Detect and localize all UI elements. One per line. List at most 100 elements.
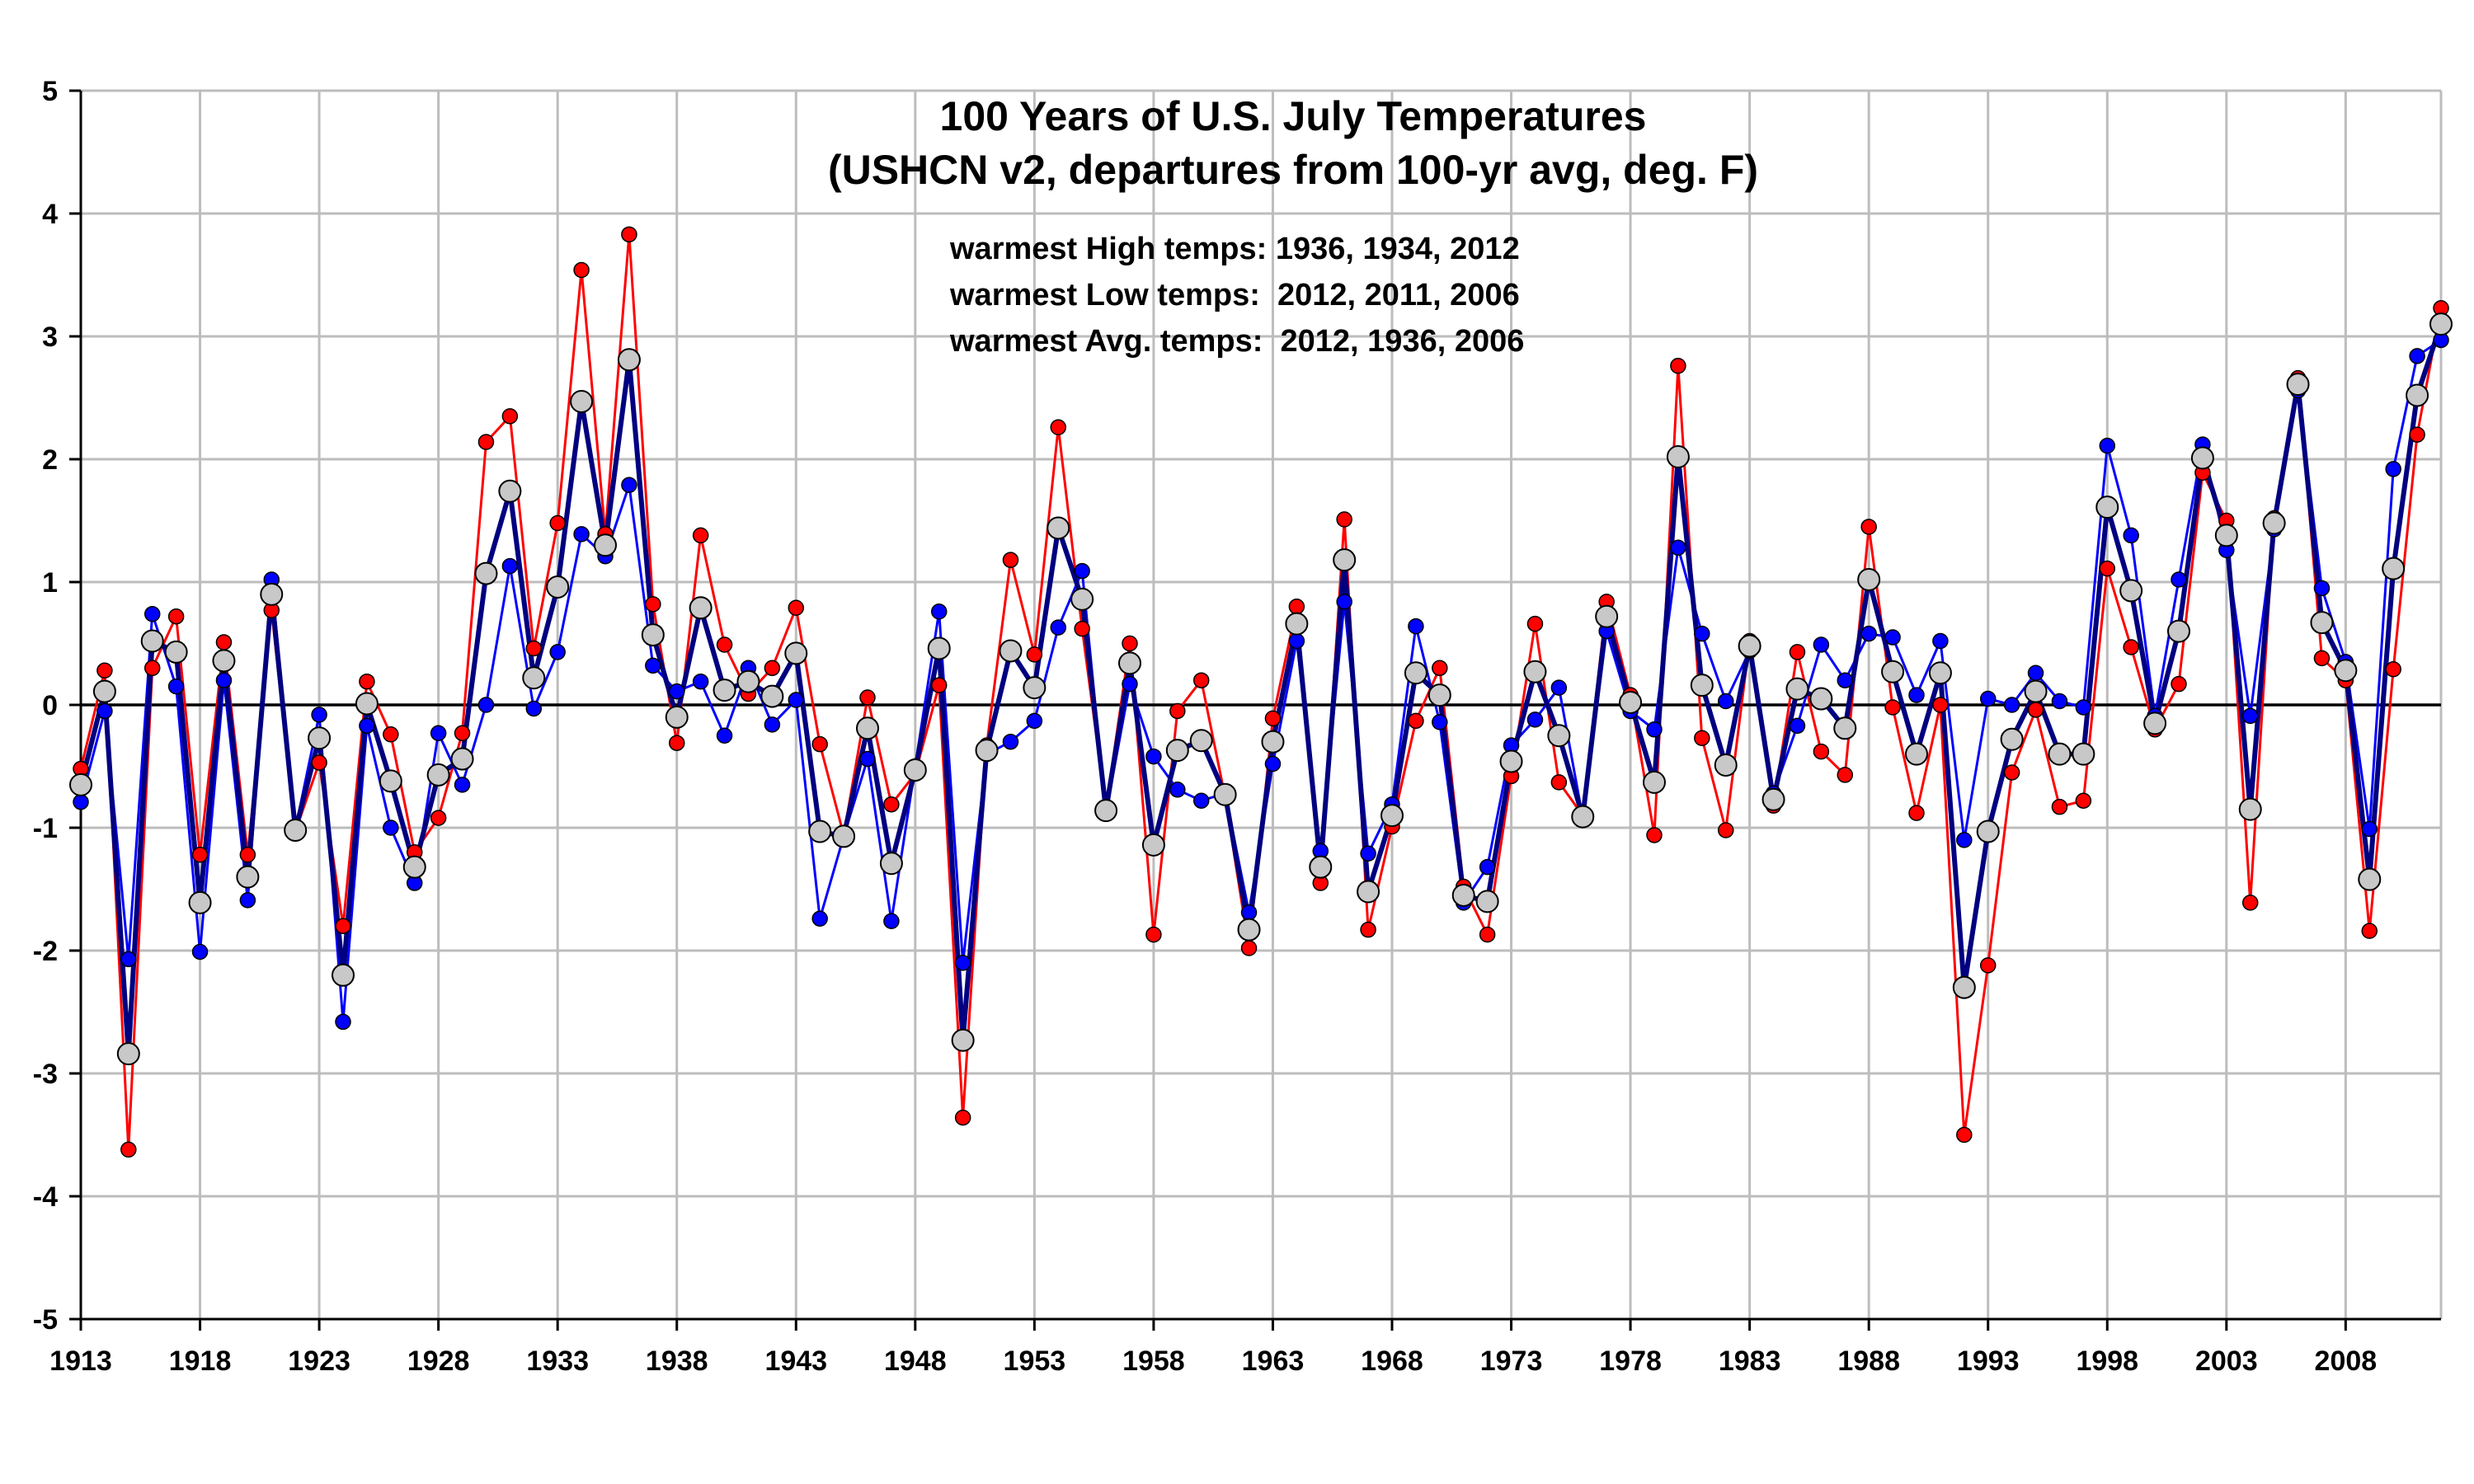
data-point-avg	[1118, 651, 1141, 675]
data-point-avg	[808, 819, 832, 843]
data-point-avg	[498, 479, 522, 503]
x-tick-label: 1948	[884, 1345, 947, 1377]
data-point-low	[1670, 539, 1686, 556]
data-point-avg	[689, 596, 713, 620]
data-point-avg	[832, 824, 856, 848]
data-point-avg	[1523, 660, 1547, 683]
annotation-avg-temps: warmest Avg. temps: 2012, 1936, 2006	[949, 324, 1524, 359]
data-point-low	[73, 793, 89, 810]
data-point-avg	[1952, 975, 1976, 999]
chart-title: 100 Years of U.S. July Temperatures	[940, 93, 1647, 139]
data-point-high	[859, 689, 876, 706]
data-point-low	[501, 557, 519, 575]
data-point-high	[883, 796, 900, 813]
data-point-avg	[1285, 612, 1309, 636]
data-point-low	[167, 678, 185, 695]
y-tick-label: -1	[33, 813, 58, 844]
data-point-high	[1122, 635, 1138, 652]
data-point-avg	[1475, 890, 1499, 913]
data-point-avg	[1928, 661, 1952, 685]
data-point-low	[1789, 717, 1806, 735]
series-line-low	[79, 339, 2442, 1023]
data-point-high	[1837, 767, 1854, 783]
data-point-low	[692, 673, 709, 690]
data-point-high	[167, 608, 185, 625]
y-tick-label: 3	[42, 322, 58, 353]
data-point-avg	[212, 649, 236, 673]
data-point-high	[1074, 620, 1090, 637]
data-point-high	[120, 1141, 137, 1158]
x-tick-label: 1988	[1837, 1345, 1900, 1377]
data-point-avg	[1881, 660, 1905, 683]
data-point-low	[2099, 437, 2116, 454]
data-point-avg	[522, 666, 546, 690]
data-point-high	[1288, 599, 1305, 615]
data-point-high	[191, 847, 209, 863]
data-point-high	[430, 810, 447, 826]
data-point-avg	[856, 716, 879, 740]
data-point-avg	[164, 640, 188, 664]
data-point-high	[2123, 639, 2139, 655]
data-point-avg	[1857, 568, 1881, 592]
data-point-high	[1884, 699, 1901, 716]
data-point-avg	[2238, 797, 2262, 821]
data-point-avg	[236, 865, 260, 889]
data-point-low	[143, 605, 161, 622]
data-point-avg	[1141, 833, 1165, 857]
data-point-high	[1813, 743, 1830, 760]
data-point-avg	[1809, 687, 1833, 711]
data-point-avg	[2119, 579, 2143, 603]
data-point-avg	[1357, 880, 1380, 904]
data-point-low	[549, 644, 566, 660]
data-point-avg	[2000, 727, 2024, 751]
data-point-avg	[1905, 742, 1928, 766]
data-point-avg	[2095, 495, 2119, 519]
data-point-high	[2099, 560, 2116, 577]
data-point-high	[1002, 552, 1019, 568]
data-point-low	[1192, 792, 1210, 809]
data-point-avg	[1333, 548, 1357, 572]
data-point-low	[2075, 699, 2092, 716]
data-point-avg	[2310, 611, 2334, 635]
data-point-avg	[2382, 556, 2406, 580]
y-tick-label: -3	[33, 1059, 58, 1090]
data-point-low	[1479, 858, 1496, 876]
data-point-avg	[2406, 383, 2429, 407]
data-point-high	[2075, 792, 2092, 809]
y-tick-label: 5	[42, 76, 58, 107]
y-tick-label: 0	[42, 690, 58, 721]
data-point-low	[1145, 748, 1162, 765]
data-point-avg	[2262, 511, 2286, 535]
data-point-avg	[2024, 679, 2048, 703]
data-point-avg	[188, 890, 212, 914]
data-point-low	[2123, 527, 2139, 544]
data-point-avg	[2143, 711, 2167, 735]
data-point-avg	[2429, 312, 2453, 336]
data-point-avg	[116, 1042, 140, 1066]
data-point-low	[1813, 636, 1830, 653]
data-point-high	[1932, 697, 1949, 713]
data-point-low	[2241, 707, 2259, 725]
annotation-high-temps: warmest High temps: 1936, 1934, 2012	[949, 232, 1520, 266]
data-point-low	[1717, 693, 1734, 710]
x-tick-label: 1973	[1480, 1345, 1543, 1377]
series-line-avg	[78, 323, 2443, 1057]
data-point-avg	[713, 679, 736, 702]
data-point-low	[1932, 632, 1949, 650]
data-point-avg	[2167, 619, 2190, 643]
data-point-avg	[2214, 524, 2238, 547]
data-point-low	[1002, 733, 1019, 750]
data-point-low	[525, 700, 543, 717]
data-point-avg	[2358, 867, 2382, 891]
data-point-avg	[2190, 446, 2214, 470]
data-point-avg	[1237, 918, 1261, 942]
data-point-low	[215, 672, 233, 688]
data-point-low	[96, 702, 113, 720]
x-tick-label: 1923	[288, 1345, 350, 1377]
x-tick-label: 1968	[1361, 1345, 1423, 1377]
data-point-low	[621, 477, 637, 494]
data-point-low	[1360, 845, 1376, 862]
data-point-avg	[903, 758, 927, 782]
data-point-avg	[760, 684, 784, 708]
data-point-high	[1908, 805, 1925, 821]
